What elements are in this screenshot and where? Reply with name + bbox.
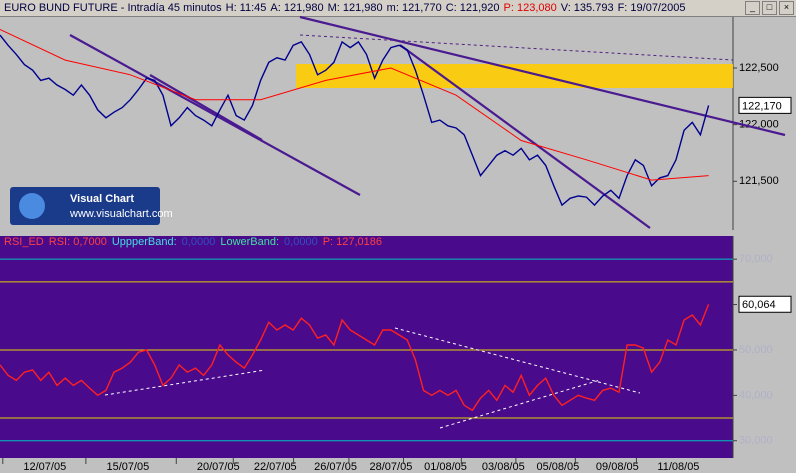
y-tick-label: 30,000 bbox=[739, 435, 773, 447]
plot-area bbox=[0, 236, 733, 458]
resistance-zone bbox=[296, 64, 733, 88]
x-tick-label: 05/08/05 bbox=[536, 461, 579, 473]
indicator-field: 0,0000 bbox=[284, 236, 318, 248]
y-tick-label: 122,000 bbox=[739, 119, 779, 131]
current-value-label: 60,064 bbox=[742, 299, 776, 311]
header-field: H: 11:45 bbox=[225, 2, 267, 14]
indicator-field: 0,0000 bbox=[182, 236, 216, 248]
y-tick-label: 70,000 bbox=[739, 253, 773, 265]
indicator-field: P: 127,0186 bbox=[323, 236, 382, 248]
x-tick-label: 26/07/05 bbox=[314, 461, 357, 473]
header-field: P: 123,080 bbox=[503, 2, 557, 14]
trendline bbox=[299, 15, 786, 137]
header-field: EURO BUND FUTURE - Intradía 45 minutos bbox=[4, 2, 222, 14]
x-tick-label: 20/07/05 bbox=[197, 461, 240, 473]
x-tick-label: 01/08/05 bbox=[424, 461, 467, 473]
current-value-box bbox=[738, 295, 792, 313]
y-tick-label: 50,000 bbox=[739, 344, 773, 356]
series-line bbox=[0, 304, 710, 412]
y-tick-label: 122,500 bbox=[739, 62, 779, 74]
dashed-trendline bbox=[439, 379, 601, 429]
dashed-trendline bbox=[394, 327, 641, 394]
title-bar: EURO BUND FUTURE - Intradía 45 minutos H:… bbox=[0, 0, 796, 17]
indicator-field: LowerBand: bbox=[220, 236, 279, 248]
indicator-field: UppperBand: bbox=[112, 236, 177, 248]
header-field: M: 121,980 bbox=[327, 2, 383, 14]
window-buttons: _ □ × bbox=[745, 1, 794, 15]
y-tick-label: 121,500 bbox=[739, 175, 779, 187]
series-line bbox=[0, 29, 709, 181]
current-value-label: 122,170 bbox=[742, 100, 782, 112]
x-tick-label: 12/07/05 bbox=[23, 461, 66, 473]
indicator-field: RSI_ED bbox=[4, 236, 44, 248]
x-tick-label: 22/07/05 bbox=[254, 461, 297, 473]
logo-box bbox=[10, 187, 160, 225]
dashed-trendline bbox=[104, 369, 266, 396]
trendline bbox=[399, 44, 651, 229]
indicator-field: RSI: 0,7000 bbox=[49, 236, 107, 248]
close-button[interactable]: × bbox=[779, 1, 794, 15]
maximize-button[interactable]: □ bbox=[762, 1, 777, 15]
minimize-button[interactable]: _ bbox=[745, 1, 760, 15]
dashed-trendline bbox=[299, 34, 734, 61]
trendline bbox=[149, 74, 263, 141]
current-value-box bbox=[738, 96, 792, 114]
logo-title: Visual Chart bbox=[70, 193, 134, 205]
indicator-header: RSI_ED RSI: 0,7000 UppperBand: 0,0000 LowerB… bbox=[4, 236, 382, 248]
header-field: C: 121,920 bbox=[445, 2, 500, 14]
annotations: Visual Chart www.visualchart.com bbox=[10, 15, 786, 229]
x-tick-label: 03/08/05 bbox=[482, 461, 525, 473]
x-axis-band bbox=[0, 458, 796, 473]
x-tick-label: 28/07/05 bbox=[370, 461, 413, 473]
header-field: F: 19/07/2005 bbox=[617, 2, 686, 14]
logo-url: www.visualchart.com bbox=[69, 208, 173, 220]
series-line bbox=[0, 34, 710, 207]
x-tick-label: 09/08/05 bbox=[596, 461, 639, 473]
header-field: m: 121,770 bbox=[386, 2, 442, 14]
header-field: A: 121,980 bbox=[270, 2, 324, 14]
x-tick-label: 15/07/05 bbox=[106, 461, 149, 473]
x-tick-label: 11/08/05 bbox=[657, 461, 699, 473]
logo-icon bbox=[19, 193, 45, 219]
trendline bbox=[69, 34, 361, 196]
y-tick-label: 40,000 bbox=[739, 389, 773, 401]
header-field: V: 135.793 bbox=[560, 2, 614, 14]
